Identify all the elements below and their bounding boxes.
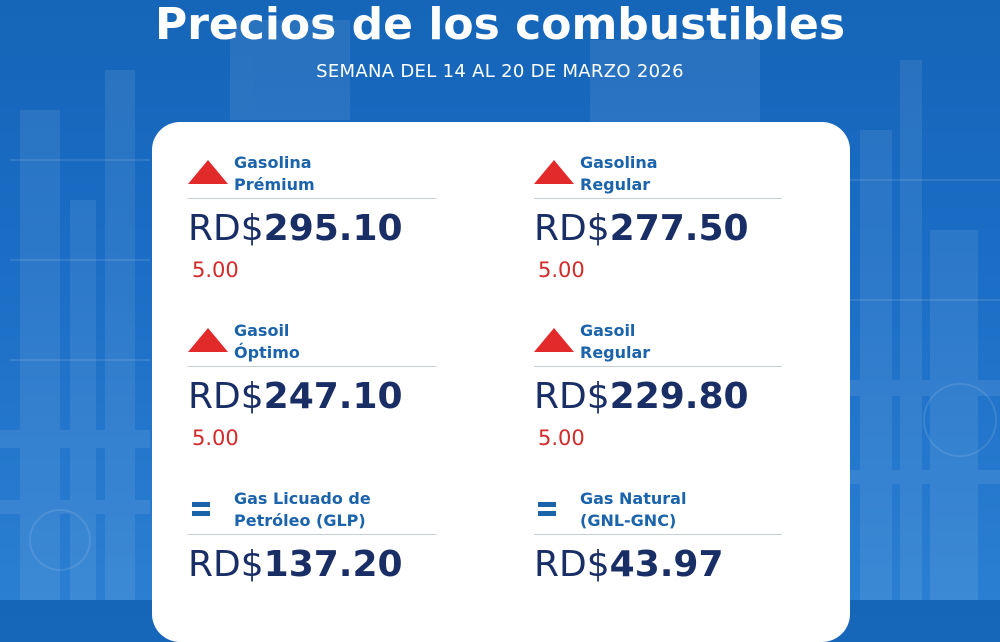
currency-label: RD$: [534, 544, 610, 585]
page-title: Precios de los combustibles: [154, 0, 846, 50]
price-value: 137.20: [263, 544, 403, 585]
fuel-name-line1: Gas Licuado de: [234, 489, 371, 508]
price-change: 5.00: [192, 258, 239, 282]
triangle-up-icon: [188, 160, 228, 184]
fuel-item-gasolina-regular: Gasolina Regular RD$277.50 5.00: [534, 152, 796, 282]
fuel-name-line2: Regular: [580, 343, 651, 362]
fuel-price: RD$43.97: [534, 544, 724, 585]
fuel-price: RD$229.80: [534, 376, 749, 417]
fuel-price: RD$247.10: [188, 376, 403, 417]
price-value: 229.80: [609, 376, 749, 417]
refinery-background: [0, 0, 1000, 600]
fuel-name-line1: Gasolina: [580, 153, 658, 172]
prices-card: Gasolina Prémium RD$295.10 5.00 Gasolina…: [152, 122, 850, 642]
fuel-item-gasolina-premium: Gasolina Prémium RD$295.10 5.00: [188, 152, 450, 282]
price-change: 5.00: [192, 426, 239, 450]
currency-label: RD$: [534, 208, 610, 249]
fuel-name-line1: Gas Natural: [580, 489, 687, 508]
price-change: 5.00: [538, 258, 585, 282]
fuel-item-gasoil-regular: Gasoil Regular RD$229.80 5.00: [534, 320, 796, 450]
fuel-item-glp: Gas Licuado de Petróleo (GLP) RD$137.20: [188, 488, 450, 585]
currency-label: RD$: [188, 208, 264, 249]
fuel-name-line1: Gasoil: [580, 321, 636, 340]
equal-icon: [192, 502, 210, 516]
divider: [188, 534, 436, 535]
fuel-name: Gasolina Regular: [580, 152, 800, 196]
currency-label: RD$: [188, 544, 264, 585]
price-value: 295.10: [263, 208, 403, 249]
divider: [188, 198, 436, 199]
price-value: 247.10: [263, 376, 403, 417]
fuel-price: RD$137.20: [188, 544, 403, 585]
divider: [534, 366, 782, 367]
divider: [188, 366, 436, 367]
fuel-name-line2: Prémium: [234, 175, 315, 194]
price-value: 43.97: [609, 544, 724, 585]
week-subtitle: SEMANA DEL 14 AL 20 DE MARZO 2026: [316, 61, 684, 82]
triangle-up-icon: [534, 160, 574, 184]
fuel-name-line2: (GNL-GNC): [580, 511, 677, 530]
triangle-up-icon: [534, 328, 574, 352]
currency-label: RD$: [188, 376, 264, 417]
fuel-name-line2: Regular: [580, 175, 651, 194]
fuel-name-line1: Gasoil: [234, 321, 290, 340]
fuel-name-line2: Petróleo (GLP): [234, 511, 366, 530]
fuel-item-gas-natural: Gas Natural (GNL-GNC) RD$43.97: [534, 488, 796, 585]
fuel-name: Gasoil Regular: [580, 320, 800, 364]
fuel-name: Gasolina Prémium: [234, 152, 454, 196]
equal-icon: [538, 502, 556, 516]
currency-label: RD$: [534, 376, 610, 417]
fuel-price: RD$295.10: [188, 208, 403, 249]
fuel-name: Gasoil Óptimo: [234, 320, 454, 364]
fuel-name: Gas Licuado de Petróleo (GLP): [234, 488, 454, 532]
fuel-name: Gas Natural (GNL-GNC): [580, 488, 800, 532]
divider: [534, 198, 782, 199]
fuel-name-line1: Gasolina: [234, 153, 312, 172]
triangle-up-icon: [188, 328, 228, 352]
divider: [534, 534, 782, 535]
price-change: 5.00: [538, 426, 585, 450]
price-value: 277.50: [609, 208, 749, 249]
fuel-item-gasoil-optimo: Gasoil Óptimo RD$247.10 5.00: [188, 320, 450, 450]
fuel-price: RD$277.50: [534, 208, 749, 249]
fuel-name-line2: Óptimo: [234, 343, 300, 362]
